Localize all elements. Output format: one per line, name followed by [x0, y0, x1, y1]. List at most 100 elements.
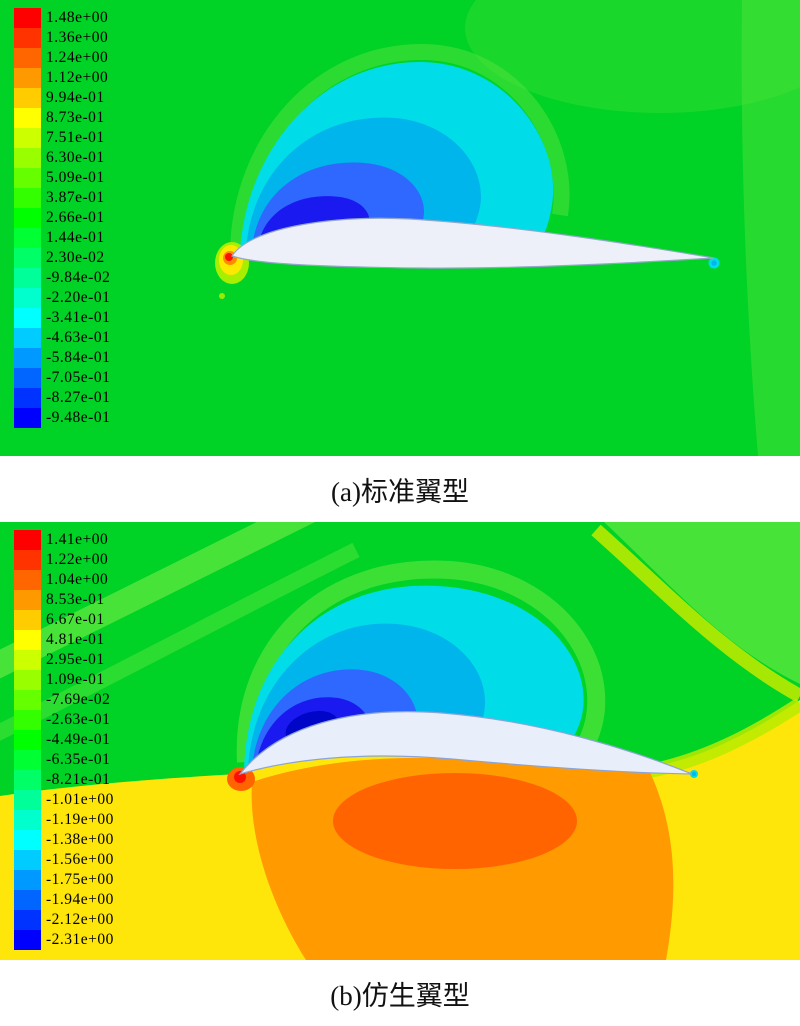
legend-entry: 1.41e+00 — [14, 530, 114, 550]
legend-entry: 1.04e+00 — [14, 570, 114, 590]
legend-value: 6.67e-01 — [46, 611, 105, 628]
legend-color-swatch — [14, 790, 41, 810]
legend-value: -3.41e-01 — [46, 309, 111, 326]
top-right-contour-wedge-b — [604, 522, 800, 684]
legend-entry: 2.30e-02 — [14, 248, 110, 268]
legend-value: -4.63e-01 — [46, 329, 111, 346]
legend-value: -7.69e-02 — [46, 691, 111, 708]
legend-color-swatch — [14, 850, 41, 870]
legend-value: -8.21e-01 — [46, 771, 111, 788]
legend-entry: 1.44e-01 — [14, 228, 110, 248]
airfoil-bionic — [238, 711, 693, 776]
legend-value: 1.09e-01 — [46, 671, 105, 688]
legend-entry: -8.21e-01 — [14, 770, 114, 790]
legend-value: 8.73e-01 — [46, 109, 105, 126]
legend-color-swatch — [14, 610, 41, 630]
legend-entry: -4.49e-01 — [14, 730, 114, 750]
legend-value: -9.84e-02 — [46, 269, 111, 286]
legend-entry: -1.94e+00 — [14, 890, 114, 910]
legend-value: 2.95e-01 — [46, 651, 105, 668]
legend-color-swatch — [14, 408, 41, 428]
stagnation-point-a — [225, 253, 233, 261]
legend-color-swatch — [14, 530, 41, 550]
legend-entry: 1.24e+00 — [14, 48, 110, 68]
legend-entry: -1.56e+00 — [14, 850, 114, 870]
legend-color-swatch — [14, 328, 41, 348]
top-right-contour-band-b — [591, 524, 800, 703]
legend-entry: -7.05e-01 — [14, 368, 110, 388]
legend-entry: 5.09e-01 — [14, 168, 110, 188]
legend-entry: -6.35e-01 — [14, 750, 114, 770]
stagnation-point-b — [234, 771, 246, 783]
legend-color-swatch — [14, 670, 41, 690]
legend-entry: 9.94e-01 — [14, 88, 110, 108]
legend-color-swatch — [14, 248, 41, 268]
color-legend-a: 1.48e+00 1.36e+00 1.24e+00 1.12e+00 9.94e-01… — [14, 8, 110, 428]
legend-entry: 1.36e+00 — [14, 28, 110, 48]
contour-panel-a: 1.48e+00 1.36e+00 1.24e+00 1.12e+00 9.94e-01… — [0, 0, 800, 456]
legend-value: -8.27e-01 — [46, 389, 111, 406]
legend-entry: -2.12e+00 — [14, 910, 114, 930]
legend-color-swatch — [14, 48, 41, 68]
legend-entry: 1.12e+00 — [14, 68, 110, 88]
legend-color-swatch — [14, 870, 41, 890]
legend-color-swatch — [14, 168, 41, 188]
legend-color-swatch — [14, 68, 41, 88]
legend-value: 1.24e+00 — [46, 49, 109, 66]
legend-entry: -9.84e-02 — [14, 268, 110, 288]
legend-value: -1.01e+00 — [46, 791, 114, 808]
legend-value: 6.30e-01 — [46, 149, 105, 166]
legend-color-swatch — [14, 348, 41, 368]
legend-value: 1.22e+00 — [46, 551, 109, 568]
legend-entry: -8.27e-01 — [14, 388, 110, 408]
legend-color-swatch — [14, 388, 41, 408]
legend-entry: 6.30e-01 — [14, 148, 110, 168]
legend-color-swatch — [14, 188, 41, 208]
legend-color-swatch — [14, 630, 41, 650]
legend-entry: -2.20e-01 — [14, 288, 110, 308]
legend-color-swatch — [14, 830, 41, 850]
legend-color-swatch — [14, 650, 41, 670]
legend-color-swatch — [14, 268, 41, 288]
legend-entry: -4.63e-01 — [14, 328, 110, 348]
legend-value: -1.38e+00 — [46, 831, 114, 848]
legend-value: 7.51e-01 — [46, 129, 105, 146]
legend-entry: -2.63e-01 — [14, 710, 114, 730]
legend-color-swatch — [14, 750, 41, 770]
legend-value: 1.41e+00 — [46, 531, 109, 548]
legend-value: 4.81e-01 — [46, 631, 105, 648]
legend-entry: -3.41e-01 — [14, 308, 110, 328]
legend-value: 1.36e+00 — [46, 29, 109, 46]
legend-value: -1.56e+00 — [46, 851, 114, 868]
legend-entry: -5.84e-01 — [14, 348, 110, 368]
airfoil-standard — [231, 217, 715, 269]
legend-entry: 7.51e-01 — [14, 128, 110, 148]
legend-color-swatch — [14, 88, 41, 108]
dome-halo-band-a — [230, 43, 570, 253]
legend-color-swatch — [14, 228, 41, 248]
legend-value: -6.35e-01 — [46, 751, 111, 768]
legend-color-swatch — [14, 590, 41, 610]
pressure-contour-plot-a — [0, 0, 800, 456]
legend-value: -2.20e-01 — [46, 289, 111, 306]
legend-value: -1.75e+00 — [46, 871, 114, 888]
legend-entry: 8.53e-01 — [14, 590, 114, 610]
legend-value: 3.87e-01 — [46, 189, 105, 206]
legend-color-swatch — [14, 770, 41, 790]
legend-entry: -7.69e-02 — [14, 690, 114, 710]
legend-entry: -1.38e+00 — [14, 830, 114, 850]
legend-value: 2.66e-01 — [46, 209, 105, 226]
legend-color-swatch — [14, 890, 41, 910]
legend-value: 1.12e+00 — [46, 69, 109, 86]
legend-entry: 1.09e-01 — [14, 670, 114, 690]
legend-value: 5.09e-01 — [46, 169, 105, 186]
legend-value: -7.05e-01 — [46, 369, 111, 386]
legend-value: -1.94e+00 — [46, 891, 114, 908]
legend-entry: 2.66e-01 — [14, 208, 110, 228]
legend-value: -1.19e+00 — [46, 811, 114, 828]
legend-value: 1.44e-01 — [46, 229, 105, 246]
legend-color-swatch — [14, 8, 41, 28]
legend-color-swatch — [14, 108, 41, 128]
legend-color-swatch — [14, 730, 41, 750]
legend-entry: 8.73e-01 — [14, 108, 110, 128]
